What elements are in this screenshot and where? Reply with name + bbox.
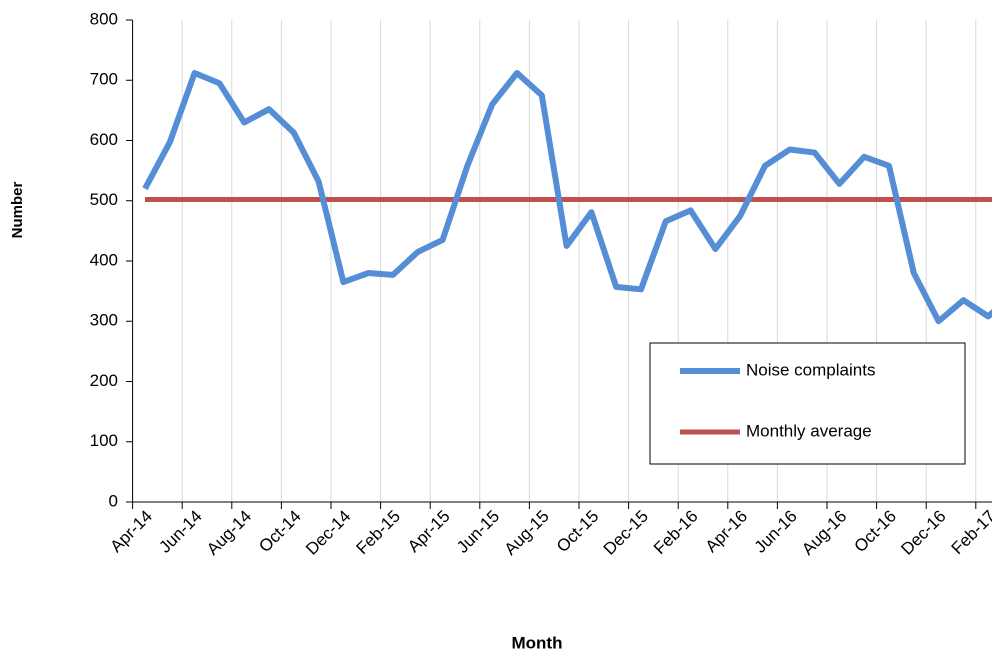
x-tick-label: Dec-16 (897, 507, 949, 559)
y-axis-title: Number (9, 182, 26, 239)
y-tick-label: 200 (90, 371, 118, 390)
x-tick-label: Feb-15 (352, 507, 404, 559)
x-tick-label: Oct-16 (850, 507, 900, 557)
x-tick-label: Aug-14 (203, 507, 255, 559)
x-tick-label: Jun-14 (155, 507, 205, 557)
x-axis-title: Month (512, 633, 563, 652)
y-tick-label: 400 (90, 250, 118, 269)
x-tick-label: Feb-16 (650, 507, 702, 559)
y-tick-label: 300 (90, 311, 118, 330)
x-tick-label: Aug-16 (798, 507, 850, 559)
x-tick-label: Apr-16 (702, 507, 752, 557)
x-tick-label: Oct-14 (255, 507, 305, 557)
y-tick-label: 700 (90, 70, 118, 89)
y-tick-label: 0 (109, 491, 118, 510)
x-tick-label: Feb-17 (948, 507, 992, 559)
x-tick-label: Oct-15 (553, 507, 603, 557)
y-tick-label: 100 (90, 431, 118, 450)
y-tick-label: 600 (90, 130, 118, 149)
x-tick-label: Aug-15 (501, 507, 553, 559)
x-tick-label: Apr-15 (404, 507, 454, 557)
legend-label: Monthly average (746, 421, 872, 440)
legend (649, 342, 966, 465)
data-line (142, 70, 992, 325)
x-tick-label: Dec-15 (600, 507, 652, 559)
x-tick-label: Apr-14 (106, 507, 156, 557)
x-tick-label: Jun-16 (751, 507, 801, 557)
y-tick-label: 800 (90, 9, 118, 28)
x-tick-label: Jun-15 (453, 507, 503, 557)
legend-label: Noise complaints (746, 360, 875, 379)
y-tick-label: 500 (90, 190, 118, 209)
plot (142, 70, 992, 325)
x-tick-label: Dec-14 (302, 507, 354, 559)
